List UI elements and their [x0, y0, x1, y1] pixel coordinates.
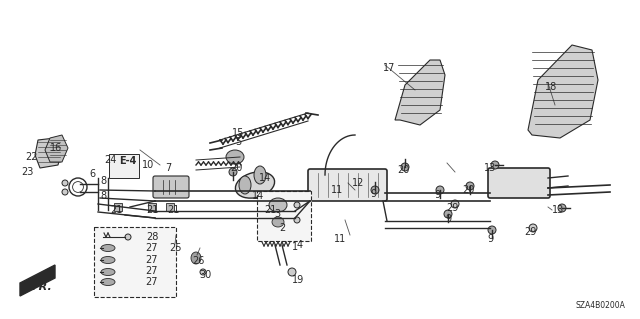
Polygon shape — [261, 203, 269, 211]
Text: SZA4B0200A: SZA4B0200A — [575, 301, 625, 310]
Text: 7: 7 — [165, 163, 171, 173]
Polygon shape — [45, 135, 68, 162]
Polygon shape — [35, 138, 62, 168]
FancyBboxPatch shape — [153, 176, 189, 198]
Text: 9: 9 — [370, 189, 376, 199]
Circle shape — [491, 161, 499, 169]
Text: 3: 3 — [274, 209, 280, 219]
Polygon shape — [114, 203, 122, 211]
Text: 16: 16 — [50, 143, 62, 153]
Text: 9: 9 — [445, 214, 451, 224]
Polygon shape — [528, 45, 598, 138]
Text: 26: 26 — [192, 256, 204, 266]
Ellipse shape — [101, 256, 115, 263]
Circle shape — [229, 168, 237, 176]
Ellipse shape — [254, 166, 266, 184]
Text: 4: 4 — [297, 240, 303, 250]
Text: 9: 9 — [434, 190, 440, 200]
Text: 20: 20 — [462, 185, 474, 195]
Circle shape — [558, 204, 566, 212]
Text: 27: 27 — [146, 243, 158, 253]
Ellipse shape — [101, 278, 115, 286]
Circle shape — [401, 163, 409, 171]
FancyBboxPatch shape — [109, 154, 139, 178]
FancyBboxPatch shape — [488, 168, 550, 198]
Text: 27: 27 — [146, 277, 158, 287]
Text: 14: 14 — [252, 191, 264, 201]
Text: 5: 5 — [235, 137, 241, 147]
Text: 8: 8 — [100, 176, 106, 186]
Text: 6: 6 — [89, 169, 95, 179]
Text: 8: 8 — [100, 191, 106, 201]
Ellipse shape — [101, 269, 115, 276]
Circle shape — [444, 210, 452, 218]
Ellipse shape — [236, 172, 275, 198]
Circle shape — [62, 180, 68, 186]
Circle shape — [466, 182, 474, 190]
Text: 13: 13 — [484, 163, 496, 173]
Text: 11: 11 — [334, 234, 346, 244]
Circle shape — [371, 186, 379, 194]
Polygon shape — [148, 203, 156, 211]
Ellipse shape — [191, 252, 201, 264]
FancyBboxPatch shape — [94, 227, 176, 297]
Text: 1: 1 — [292, 242, 298, 252]
Polygon shape — [20, 265, 55, 296]
Polygon shape — [166, 203, 174, 211]
FancyBboxPatch shape — [308, 169, 387, 201]
Text: 14: 14 — [259, 173, 271, 183]
Text: 27: 27 — [146, 255, 158, 265]
Text: 17: 17 — [383, 63, 395, 73]
Text: 2: 2 — [279, 223, 285, 233]
Text: 20: 20 — [230, 163, 242, 173]
Circle shape — [488, 226, 496, 234]
Ellipse shape — [101, 244, 115, 251]
Text: 9: 9 — [487, 234, 493, 244]
Text: 30: 30 — [199, 270, 211, 280]
Text: 21: 21 — [110, 205, 122, 215]
Text: 21: 21 — [264, 205, 276, 215]
Circle shape — [294, 202, 300, 208]
Text: 27: 27 — [146, 266, 158, 276]
Circle shape — [125, 234, 131, 240]
Text: 10: 10 — [142, 160, 154, 170]
Text: 24: 24 — [104, 155, 116, 165]
Text: 13: 13 — [552, 205, 564, 215]
Ellipse shape — [239, 176, 251, 194]
Text: 25: 25 — [170, 243, 182, 253]
Text: 22: 22 — [26, 152, 38, 162]
Text: 29: 29 — [446, 203, 458, 213]
Text: E-4: E-4 — [119, 156, 137, 166]
Ellipse shape — [272, 217, 284, 227]
FancyBboxPatch shape — [257, 191, 311, 241]
Ellipse shape — [269, 198, 287, 212]
Text: 29: 29 — [524, 227, 536, 237]
Text: 21: 21 — [167, 205, 179, 215]
Text: 15: 15 — [232, 128, 244, 138]
Circle shape — [436, 186, 444, 194]
Circle shape — [200, 269, 206, 275]
Text: 28: 28 — [146, 232, 158, 242]
Polygon shape — [395, 60, 445, 125]
Text: 23: 23 — [21, 167, 33, 177]
Text: 20: 20 — [397, 165, 409, 175]
Text: 21: 21 — [146, 205, 158, 215]
Circle shape — [451, 200, 459, 208]
Text: FR.: FR. — [31, 282, 52, 292]
Circle shape — [529, 224, 537, 232]
Circle shape — [288, 268, 296, 276]
Circle shape — [62, 189, 68, 195]
Text: 11: 11 — [331, 185, 343, 195]
Ellipse shape — [226, 150, 244, 164]
Text: 12: 12 — [352, 178, 364, 188]
Text: 19: 19 — [292, 275, 304, 285]
Text: 18: 18 — [545, 82, 557, 92]
Circle shape — [294, 217, 300, 223]
